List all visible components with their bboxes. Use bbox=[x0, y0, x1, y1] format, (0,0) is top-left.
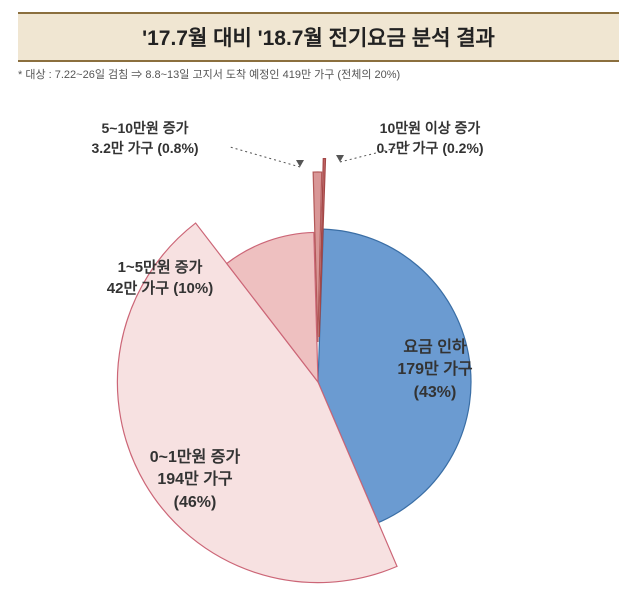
slice-label: 요금 인하179만 가구(43%) bbox=[397, 337, 472, 404]
chart-subtitle: * 대상 : 7.22~26일 검침 ⇒ 8.8~13일 고지서 도착 예정인 … bbox=[18, 66, 619, 82]
slice-label: 0~1만원 증가194만 가구(46%) bbox=[150, 447, 240, 514]
chart-title: '17.7월 대비 '18.7월 전기요금 분석 결과 bbox=[18, 12, 619, 62]
leader-arrow-icon bbox=[296, 160, 304, 167]
pie-chart: 요금 인하179만 가구(43%) 0~1만원 증가194만 가구(46%) 1~5… bbox=[0, 107, 637, 597]
slice-label: 1~5만원 증가42만 가구 (10%) bbox=[107, 257, 213, 299]
slice-label: 5~10만원 증가3.2만 가구 (0.8%) bbox=[91, 119, 198, 158]
leader-line bbox=[230, 147, 300, 167]
pie-svg bbox=[0, 107, 637, 597]
slice-label: 10만원 이상 증가0.7만 가구 (0.2%) bbox=[376, 119, 483, 158]
leader-arrow-icon bbox=[336, 155, 344, 162]
